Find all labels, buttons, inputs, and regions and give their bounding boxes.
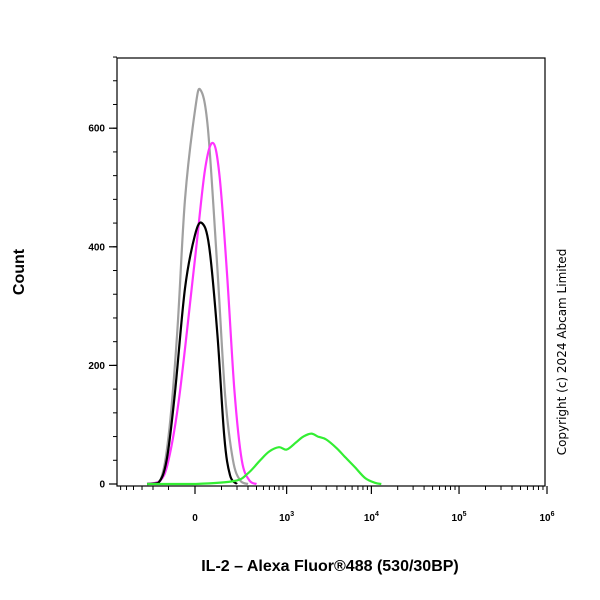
x-axis-title: IL-2 – Alexa Fluor®488 (530/30BP) [201,558,459,575]
series-magenta-line [146,141,257,486]
y-axis-ticks: 0 200 400 600 [88,124,117,491]
y-axis-title: Count [11,248,28,295]
series-gray-line [146,87,249,486]
y-tick-label: 0 [99,480,105,491]
plot-frame [116,57,546,487]
series-black-line [146,221,238,486]
x-tick-label: 106 [539,511,554,524]
x-axis-ticks: 0 103 104 105 106 [192,486,555,524]
x-tick-label: 103 [279,511,294,524]
y-tick-label: 400 [88,242,105,253]
series-layer [146,87,382,486]
y-tick-label: 200 [88,361,105,372]
x-tick-label: 0 [192,513,198,524]
y-tick-label: 600 [88,124,105,135]
x-tick-label: 105 [452,511,467,524]
series-green-line [147,432,382,486]
x-tick-label: 104 [364,511,379,524]
copyright-annotation: Copyright (c) 2024 Abcam Limited [555,249,569,456]
